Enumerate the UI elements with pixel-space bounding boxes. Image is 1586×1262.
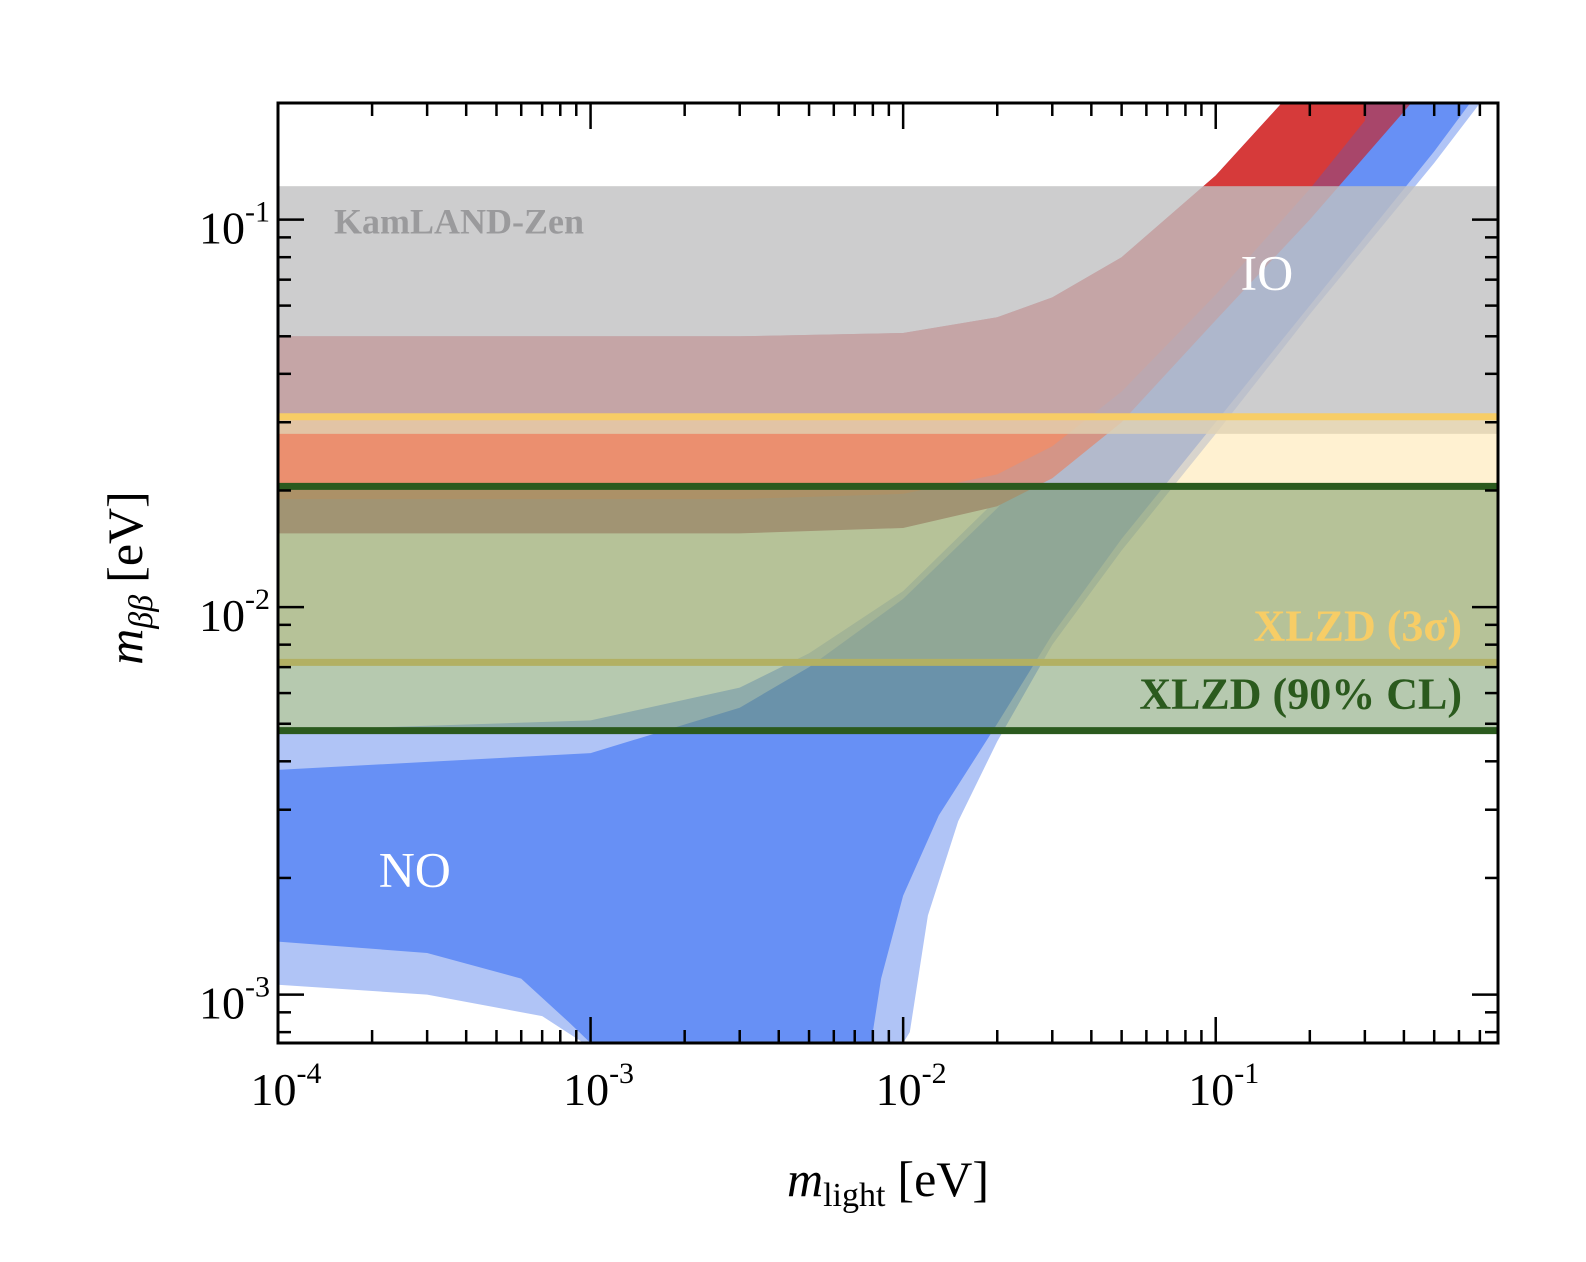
tick-label-base: 10 xyxy=(1188,1064,1234,1115)
band-label-xlzd-90cl: XLZD (90% CL) xyxy=(1139,669,1462,718)
tick-label-exponent: -3 xyxy=(609,1057,634,1090)
band-label-xlzd-3sigma: XLZD (3σ) xyxy=(1254,602,1462,651)
y-tick-label: 10-1 xyxy=(199,196,270,254)
tick-label-exponent: -1 xyxy=(245,196,270,229)
tick-label-base: 10 xyxy=(199,590,245,641)
band-kamland xyxy=(278,186,1498,434)
tick-label-exponent: -1 xyxy=(1234,1057,1259,1090)
annotations: NO IO xyxy=(379,245,1294,898)
tick-label-base: 10 xyxy=(199,978,245,1029)
x-tick-label: 10-4 xyxy=(251,1057,322,1115)
tick-label-exponent: -2 xyxy=(922,1057,947,1090)
tick-label-base: 10 xyxy=(199,203,245,254)
x-tick-label: 10-2 xyxy=(876,1057,947,1115)
plot-frame xyxy=(276,101,1500,1045)
y-tick-label: 10-3 xyxy=(199,971,270,1029)
tick-label-exponent: -2 xyxy=(245,583,270,616)
x-tick-label: 10-3 xyxy=(563,1057,634,1115)
tick-label-exponent: -3 xyxy=(245,971,270,1004)
band-xlzd-90cl xyxy=(278,486,1498,731)
tick-labels: 10-4 10-3 10-2 10-110-310-210-1 xyxy=(199,196,1259,1115)
y-tick-label: 10-2 xyxy=(199,583,270,641)
tick-label-base: 10 xyxy=(563,1064,609,1115)
tick-label-base: 10 xyxy=(251,1064,297,1115)
x-axis-title: mlight [eV] xyxy=(787,1151,989,1214)
tick-label-base: 10 xyxy=(876,1064,922,1115)
x-tick-label: 10-1 xyxy=(1188,1057,1259,1115)
band-labels: KamLAND-Zen XLZD (3σ) XLZD (90% CL) xyxy=(334,202,1462,719)
band-label-kamland: KamLAND-Zen xyxy=(334,202,584,242)
annotation-io: IO xyxy=(1240,245,1293,301)
y-axis-title: mββ[eV] xyxy=(97,491,160,665)
annotation-no: NO xyxy=(379,842,451,898)
limit-bands xyxy=(278,186,1498,735)
tick-label-exponent: -4 xyxy=(297,1057,322,1090)
